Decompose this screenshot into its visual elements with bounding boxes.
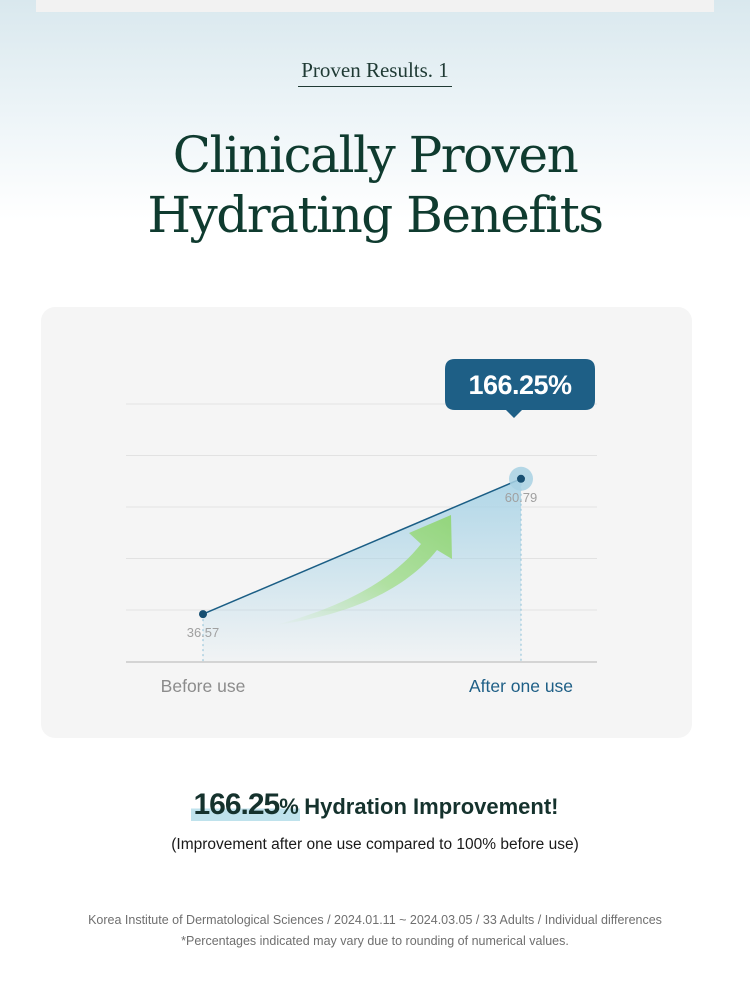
- result-number: 166.25: [193, 788, 280, 821]
- callout-value: 166.25%: [468, 370, 572, 400]
- category-label-2: After one use: [469, 676, 573, 696]
- chart-card: 36.57 Before use 60.79 After one use 166.25…: [41, 307, 692, 738]
- series-line: [202, 478, 522, 615]
- trend-arrow: [276, 515, 452, 625]
- result-unit: %: [279, 794, 299, 819]
- value-label-2: 60.79: [505, 490, 538, 505]
- area-fill: [203, 478, 521, 662]
- headline-line-1: Clinically Proven: [172, 126, 579, 184]
- footnote-rounding: *Percentages indicated may vary due to r…: [181, 934, 569, 948]
- result-subtext: (Improvement after one use compared to 1…: [171, 836, 579, 853]
- data-point-1: [199, 610, 207, 619]
- callout-bubble: [445, 359, 595, 418]
- top-strip: [36, 0, 714, 12]
- eyebrow-wrap: Proven Results. 1: [0, 58, 750, 87]
- result-headline: 166.25% Hydration Improvement!: [0, 788, 750, 822]
- value-label-1: 36.57: [187, 625, 220, 640]
- category-label-1: Before use: [161, 676, 246, 696]
- data-point-2: [517, 474, 525, 483]
- hydration-chart: 36.57 Before use 60.79 After one use 166.25…: [126, 359, 597, 696]
- result-value: 166.25%: [191, 788, 300, 821]
- result-text: Hydration Improvement!: [304, 794, 559, 819]
- headline-line-2: Hydrating Benefits: [147, 186, 604, 244]
- headline: Clinically Proven Hydrating Benefits: [0, 125, 750, 245]
- eyebrow-label: Proven Results. 1: [298, 58, 452, 87]
- footnote-source: Korea Institute of Dermatological Scienc…: [88, 913, 662, 927]
